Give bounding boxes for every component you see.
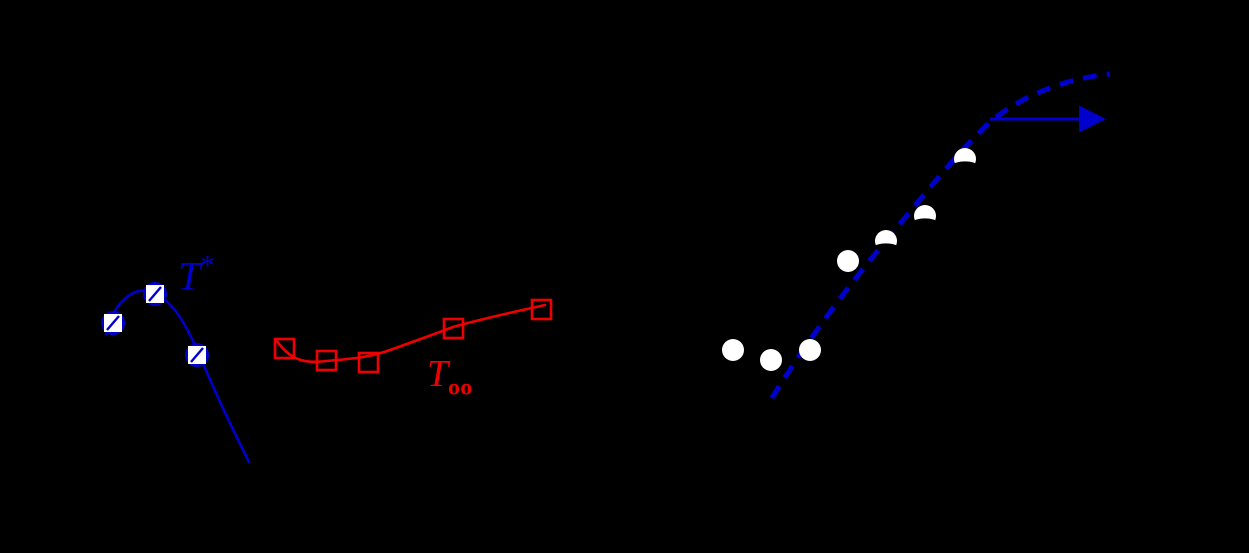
white-circle-marker[interactable] (914, 205, 936, 227)
tstar-label-base: T (178, 253, 201, 299)
t00-label: Too (427, 355, 473, 400)
tstar-marker[interactable] (185, 343, 209, 367)
tstar-label-superscript: * (200, 250, 215, 282)
white-circle-marker[interactable] (722, 339, 744, 361)
white-circle-marker[interactable] (875, 230, 897, 252)
t00-curve (275, 303, 547, 364)
dashed-guide-curve (769, 71, 1111, 400)
white-circle-marker[interactable] (799, 339, 821, 361)
white-circle-marker[interactable] (837, 250, 859, 272)
t00-label-base: T (427, 353, 449, 395)
tstar-curve (104, 289, 251, 464)
tstar-marker[interactable] (143, 282, 167, 306)
t00-marker[interactable] (357, 351, 380, 374)
white-circle-marker[interactable] (760, 349, 782, 371)
tstar-marker[interactable] (101, 311, 125, 335)
series-t00 (273, 298, 553, 374)
series-white-circles (722, 148, 976, 371)
tstar-label: T* (178, 252, 215, 296)
t00-marker[interactable] (530, 298, 553, 321)
t00-marker[interactable] (442, 317, 465, 340)
white-circle-marker[interactable] (954, 148, 976, 170)
t00-marker[interactable] (273, 337, 296, 360)
t00-marker[interactable] (315, 349, 338, 372)
series-tstar (101, 282, 251, 464)
t00-label-subscript: oo (448, 374, 473, 401)
